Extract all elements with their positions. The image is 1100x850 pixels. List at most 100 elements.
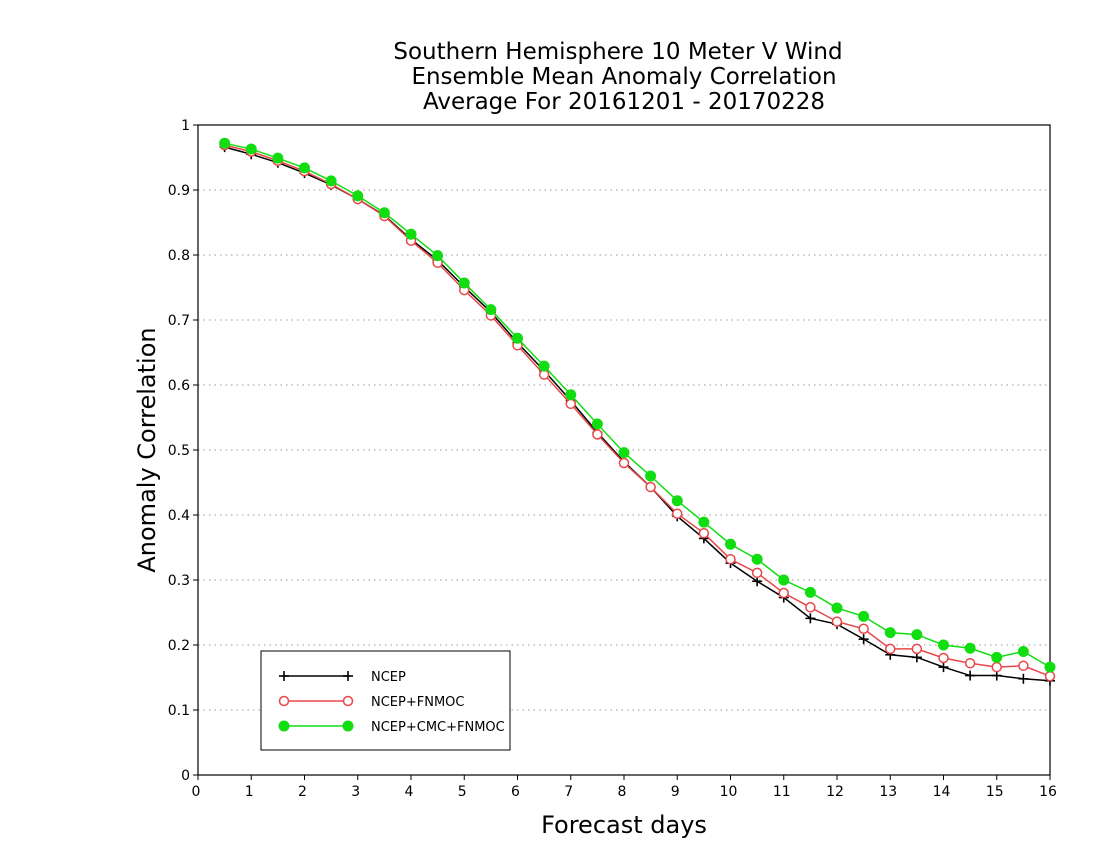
data-point-open-circle — [991, 661, 1002, 673]
data-point-filled-circle — [698, 516, 710, 528]
data-point-open-circle — [342, 695, 354, 707]
axis-ticks: 00.10.20.30.40.50.60.70.80.910 1 2 3 4 5 6 7 8 9 1… — [168, 118, 1057, 800]
y-tick-label: 1 — [181, 118, 190, 134]
x-tick-label: 9 — [671, 784, 680, 800]
data-point-filled-circle — [458, 277, 470, 289]
legend-label: NCEP — [371, 670, 406, 685]
data-point-filled-circle — [778, 574, 790, 586]
x-tick-label: 6 — [511, 784, 520, 800]
data-point-filled-circle — [991, 651, 1003, 663]
x-axis-label: Forecast days — [541, 811, 707, 839]
data-point-plus — [965, 670, 976, 681]
data-point-filled-circle — [858, 610, 870, 622]
data-point-open-circle — [1044, 670, 1056, 682]
y-tick-label: 0.7 — [168, 313, 190, 329]
x-tick-label: 0 — [192, 784, 201, 800]
chart-title: Southern Hemisphere 10 Meter V Wind Ense… — [393, 39, 842, 115]
title-line-2: Ensemble Mean Anomaly Correlation — [411, 64, 836, 90]
data-point-filled-circle — [964, 642, 976, 654]
data-point-filled-circle — [219, 137, 231, 149]
data-point-filled-circle — [884, 627, 896, 639]
series-line — [224, 146, 1051, 682]
data-point-open-circle — [751, 567, 763, 579]
data-point-open-circle — [1018, 660, 1029, 672]
data-point-filled-circle — [671, 495, 683, 507]
data-point-filled-circle — [432, 250, 444, 262]
data-point-open-circle — [831, 616, 843, 627]
series-ncep-fnmoc — [219, 139, 1056, 682]
x-tick-label: 11 — [773, 784, 791, 800]
x-tick-label: 14 — [933, 784, 951, 800]
data-point-open-circle — [805, 602, 816, 613]
data-point-plus — [279, 671, 289, 681]
data-point-plus — [1018, 673, 1029, 684]
data-point-filled-circle — [645, 470, 657, 482]
data-point-filled-circle — [725, 538, 736, 550]
y-tick-label: 0.5 — [168, 443, 190, 459]
legend-label: NCEP+CMC+FNMOC — [371, 720, 505, 735]
data-point-filled-circle — [831, 602, 843, 614]
legend-label: NCEP+FNMOC — [371, 695, 464, 710]
legend-entry: NCEP+CMC+FNMOC — [278, 720, 505, 735]
data-point-plus — [858, 634, 869, 645]
data-point-open-circle — [592, 429, 603, 440]
x-tick-label: 16 — [1039, 784, 1057, 800]
x-tick-label: 13 — [879, 784, 897, 800]
x-tick-label: 2 — [298, 784, 307, 800]
data-point-open-circle — [618, 457, 630, 469]
y-tick-label: 0.6 — [168, 378, 190, 394]
data-point-filled-circle — [378, 207, 390, 219]
data-point-open-circle — [698, 527, 710, 539]
data-point-filled-circle — [278, 720, 290, 732]
grid — [198, 189, 1050, 711]
legend-entry: NCEP+FNMOC — [278, 695, 464, 710]
data-point-plus — [938, 662, 949, 673]
data-point-filled-circle — [565, 389, 577, 401]
x-tick-label: 3 — [351, 784, 360, 800]
data-point-filled-circle — [618, 447, 630, 459]
data-point-filled-circle — [352, 190, 364, 202]
data-point-open-circle — [911, 643, 923, 655]
data-point-open-circle — [645, 481, 656, 493]
data-point-filled-circle — [485, 304, 497, 316]
y-tick-label: 0 — [181, 768, 190, 784]
data-point-filled-circle — [1044, 661, 1056, 673]
data-point-filled-circle — [591, 418, 603, 430]
y-tick-label: 0.3 — [168, 573, 190, 589]
title-line-1: Southern Hemisphere 10 Meter V Wind — [393, 39, 842, 65]
series-ncep-cmc-fnmoc — [219, 137, 1056, 673]
data-point-filled-circle — [245, 143, 257, 155]
data-point-filled-circle — [938, 639, 949, 651]
data-point-filled-circle — [751, 553, 763, 565]
data-point-filled-circle — [272, 152, 284, 164]
series-line — [224, 142, 1051, 668]
data-point-filled-circle — [1017, 646, 1029, 657]
data-point-open-circle — [278, 695, 290, 707]
y-tick-label: 0.4 — [168, 508, 190, 524]
data-point-filled-circle — [804, 586, 816, 598]
x-tick-label: 10 — [720, 784, 738, 800]
data-point-open-circle — [938, 652, 949, 664]
data-point-filled-circle — [405, 228, 417, 240]
series — [219, 137, 1056, 686]
series-line — [224, 144, 1051, 677]
y-tick-label: 0.2 — [168, 638, 190, 654]
y-tick-label: 0.8 — [168, 248, 190, 264]
x-tick-label: 12 — [826, 784, 844, 800]
data-point-open-circle — [885, 643, 896, 655]
legend-entry: NCEP — [279, 670, 406, 685]
data-point-filled-circle — [538, 360, 550, 372]
x-tick-label: 7 — [564, 784, 573, 800]
data-point-open-circle — [565, 398, 576, 410]
data-point-filled-circle — [911, 629, 923, 641]
data-point-plus — [805, 613, 816, 624]
data-point-open-circle — [858, 623, 869, 634]
data-point-filled-circle — [342, 720, 354, 732]
x-tick-label: 15 — [986, 784, 1004, 800]
y-tick-label: 0.1 — [168, 703, 190, 719]
series-ncep — [219, 142, 1055, 686]
data-point-filled-circle — [299, 162, 310, 174]
data-point-filled-circle — [325, 175, 337, 187]
data-point-filled-circle — [512, 332, 523, 344]
